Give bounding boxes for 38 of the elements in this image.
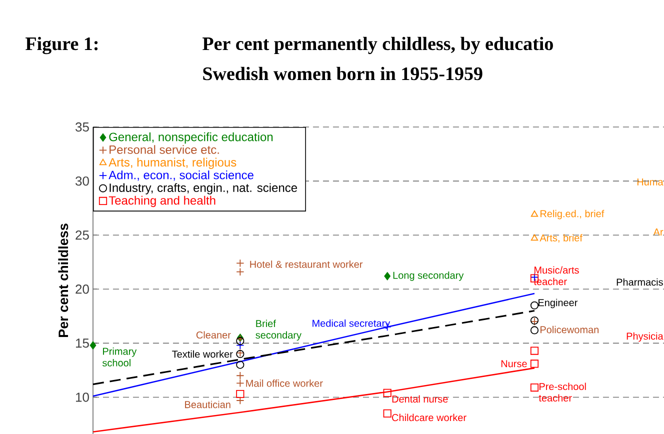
legend-label: Arts, humanist, religious xyxy=(108,158,236,169)
y-tick-label: 25 xyxy=(76,230,89,240)
annotation: Ar xyxy=(653,228,664,236)
data-label: Hotel & restaurant worker xyxy=(250,260,363,268)
chart-title: Per cent permanently childless, by educatio xyxy=(202,36,553,54)
legend-label: Personal service etc. xyxy=(110,145,219,154)
data-label: Arts, brief xyxy=(540,234,582,243)
data-label: Brief secondary xyxy=(256,320,302,341)
legend-label: General, nonspecific education xyxy=(109,132,273,144)
legend-label: Adm., econ., social science xyxy=(108,170,254,181)
data-label: Pre-school teacher xyxy=(538,382,586,402)
data-label: Nurse xyxy=(501,360,527,368)
data-label: Dental nurse xyxy=(392,395,448,403)
y-tick-label: 35 xyxy=(76,122,89,132)
y-tick-label: 30 xyxy=(76,176,89,186)
annotation: Physicia xyxy=(626,332,664,342)
legend-label: Industry, crafts, engin., nat. science xyxy=(110,183,298,194)
annotation: Huma xyxy=(637,178,664,186)
y-tick-label: 15 xyxy=(76,338,89,348)
y-tick-label: 20 xyxy=(76,284,89,294)
data-label: Engineer xyxy=(538,298,578,308)
chart-subtitle: Swedish women born in 1955-1959 xyxy=(203,66,482,80)
data-label: Long secondary xyxy=(393,272,464,281)
data-label: Cleaner xyxy=(196,331,231,339)
data-label: Mail office worker xyxy=(246,380,323,387)
legend-label: Teaching and health xyxy=(108,196,216,208)
caption: Figure 1: xyxy=(26,36,98,54)
data-label: Relig.ed., brief xyxy=(540,210,604,220)
data-label: Primary school xyxy=(102,348,137,366)
data-label: Textile worker xyxy=(172,350,233,358)
y-axis-title: Per cent childless xyxy=(58,224,68,337)
annotation: Pharmacis xyxy=(616,278,663,286)
data-label: Beautician xyxy=(185,400,230,408)
data-label: Policewoman xyxy=(540,326,599,334)
y-tick-label: 10 xyxy=(76,392,89,402)
data-label: Childcare worker xyxy=(392,414,466,422)
data-label: Music/arts teacher xyxy=(534,266,579,286)
data-label: Medical secretary xyxy=(312,319,390,329)
